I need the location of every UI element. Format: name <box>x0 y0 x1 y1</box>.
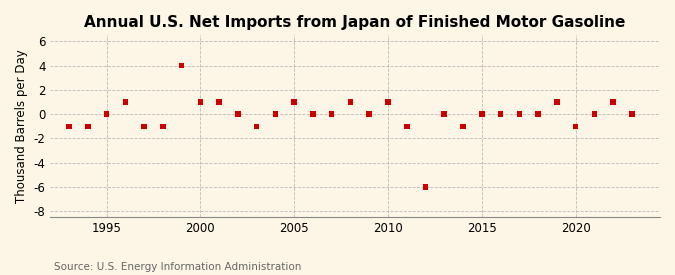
Y-axis label: Thousand Barrels per Day: Thousand Barrels per Day <box>15 50 28 203</box>
Point <box>420 185 431 189</box>
Point <box>251 124 262 128</box>
Point <box>477 112 487 116</box>
Point <box>626 112 637 116</box>
Point <box>345 100 356 104</box>
Point <box>495 112 506 116</box>
Point <box>326 112 337 116</box>
Point <box>214 100 225 104</box>
Point <box>120 100 131 104</box>
Point <box>364 112 375 116</box>
Point <box>308 112 319 116</box>
Point <box>82 124 93 128</box>
Point <box>63 124 74 128</box>
Point <box>570 124 581 128</box>
Point <box>270 112 281 116</box>
Text: Source: U.S. Energy Information Administration: Source: U.S. Energy Information Administ… <box>54 262 301 272</box>
Point <box>289 100 300 104</box>
Point <box>551 100 562 104</box>
Point <box>439 112 450 116</box>
Point <box>101 112 112 116</box>
Point <box>458 124 468 128</box>
Title: Annual U.S. Net Imports from Japan of Finished Motor Gasoline: Annual U.S. Net Imports from Japan of Fi… <box>84 15 626 30</box>
Point <box>157 124 168 128</box>
Point <box>138 124 149 128</box>
Point <box>589 112 600 116</box>
Point <box>608 100 618 104</box>
Point <box>383 100 394 104</box>
Point <box>514 112 524 116</box>
Point <box>176 64 187 68</box>
Point <box>232 112 243 116</box>
Point <box>195 100 206 104</box>
Point <box>402 124 412 128</box>
Point <box>533 112 543 116</box>
